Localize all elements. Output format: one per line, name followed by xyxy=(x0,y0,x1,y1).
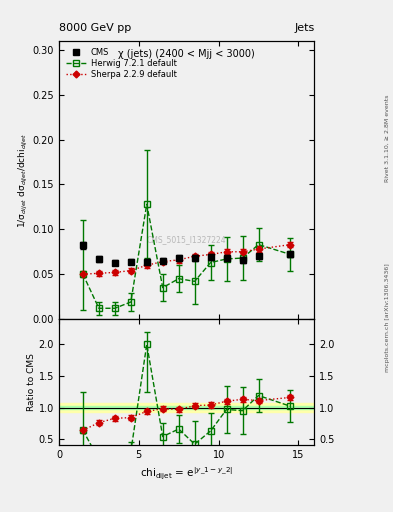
Text: χ (jets) (2400 < Mjj < 3000): χ (jets) (2400 < Mjj < 3000) xyxy=(118,49,255,59)
Y-axis label: Ratio to CMS: Ratio to CMS xyxy=(27,353,36,411)
Text: 8000 GeV pp: 8000 GeV pp xyxy=(59,23,131,33)
Text: Rivet 3.1.10, ≥ 2.8M events: Rivet 3.1.10, ≥ 2.8M events xyxy=(385,95,389,182)
Bar xyxy=(59,406,314,410)
Text: Jets: Jets xyxy=(294,23,314,33)
Bar xyxy=(59,403,314,412)
Y-axis label: 1/σ$_{dijet}$ dσ$_{dijet}$/dchi$_{dijet}$: 1/σ$_{dijet}$ dσ$_{dijet}$/dchi$_{dijet}… xyxy=(17,133,30,228)
Legend: CMS, Herwig 7.2.1 default, Sherpa 2.2.9 default: CMS, Herwig 7.2.1 default, Sherpa 2.2.9 … xyxy=(63,45,179,81)
Text: CMS_5015_I1327224: CMS_5015_I1327224 xyxy=(147,236,226,245)
Text: mcplots.cern.ch [arXiv:1306.3436]: mcplots.cern.ch [arXiv:1306.3436] xyxy=(385,263,389,372)
X-axis label: chi$_{\rm dijet}$ = e$^{|y\_1 - y\_2|}$: chi$_{\rm dijet}$ = e$^{|y\_1 - y\_2|}$ xyxy=(140,466,233,482)
